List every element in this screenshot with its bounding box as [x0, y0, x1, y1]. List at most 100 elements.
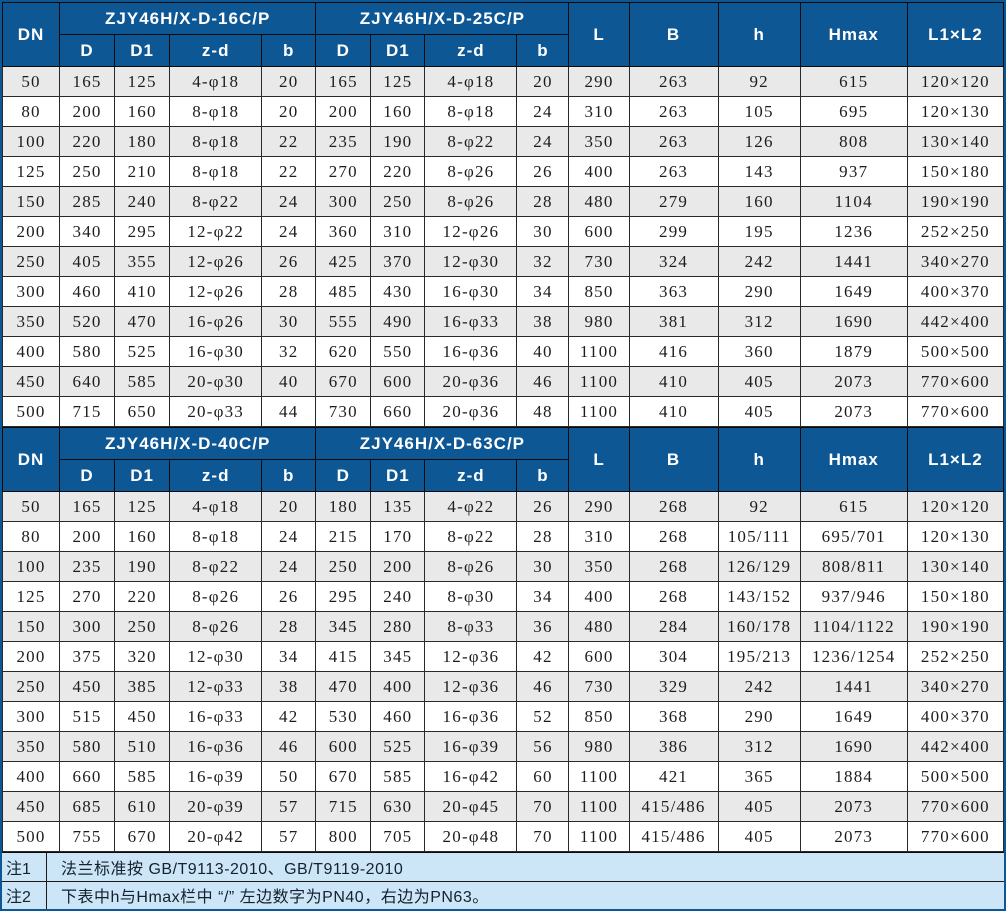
table-cell: 450 [1, 791, 61, 822]
table-cell: 980 [568, 731, 630, 762]
table-row: 500 755 670 20-φ42 57 800 705 20-φ48 70 1100 415/4… [1, 821, 1005, 852]
model-header: ZJY46H/X-D-25C/P [315, 2, 570, 35]
table-cell: 8-φ18 [169, 521, 263, 552]
table-cell: 585 [370, 761, 426, 792]
table-cell: 52 [516, 701, 570, 732]
table-cell: 42 [516, 641, 570, 672]
table-cell: 20-φ36 [424, 366, 518, 397]
table-cell: 770×600 [906, 791, 1005, 822]
table-cell: 240 [370, 581, 426, 612]
table-cell: 770×600 [906, 366, 1005, 397]
table-cell: 46 [261, 731, 317, 762]
note-label: 注2 [2, 881, 47, 909]
table-cell: 290 [568, 491, 630, 522]
table-cell: 299 [628, 216, 719, 247]
table-cell: 730 [315, 396, 372, 427]
table-cell: 190 [370, 126, 426, 157]
table-cell: 660 [370, 396, 426, 427]
table-cell: 520 [59, 306, 116, 337]
table-cell: 150 [1, 186, 61, 217]
table-cell: 2073 [799, 791, 908, 822]
column-header-l1l2: L1×L2 [906, 2, 1005, 67]
table-cell: 284 [628, 611, 719, 642]
table-cell: 800 [315, 821, 372, 852]
table-cell: 12-φ33 [169, 671, 263, 702]
table-cell: 200 [59, 96, 116, 127]
subcolumn-header-D1: D1 [114, 34, 171, 67]
table-cell: 480 [568, 611, 630, 642]
table-cell: 1104 [799, 186, 908, 217]
subcolumn-header-D: D [315, 34, 372, 67]
table-cell: 685 [59, 791, 116, 822]
table-cell: 80 [1, 521, 61, 552]
table-cell: 12-φ22 [169, 216, 263, 247]
note-row: 注2 下表中h与Hmax栏中 “/” 左边数字为PN40，右边为PN63。 [2, 881, 1004, 909]
subcolumn-header-b: b [516, 34, 570, 67]
table-cell: 363 [628, 276, 719, 307]
table-cell: 268 [628, 521, 719, 552]
table-cell: 160 [114, 96, 171, 127]
table-cell: 1441 [799, 246, 908, 277]
table-cell: 290 [717, 276, 801, 307]
table-cell: 130×140 [906, 126, 1005, 157]
table-cell: 500 [1, 396, 61, 427]
table-cell: 630 [370, 791, 426, 822]
table-cell: 1100 [568, 366, 630, 397]
table-cell: 16-φ30 [424, 276, 518, 307]
table-cell: 8-φ18 [169, 96, 263, 127]
table-cell: 120×120 [906, 491, 1005, 522]
table-row: 350 520 470 16-φ26 30 555 490 16-φ33 38 980 381 312… [1, 306, 1005, 337]
table-cell: 8-φ26 [424, 156, 518, 187]
table-cell: 20-φ36 [424, 396, 518, 427]
table-cell: 126 [717, 126, 801, 157]
table-cell: 16-φ39 [169, 761, 263, 792]
table-cell: 340 [59, 216, 116, 247]
table-cell: 16-φ33 [424, 306, 518, 337]
table-cell: 20-φ33 [169, 396, 263, 427]
table-cell: 57 [261, 791, 317, 822]
table-row: 100 235 190 8-φ22 24 250 200 8-φ26 30 350 268 126/1… [1, 551, 1005, 582]
table-cell: 38 [516, 306, 570, 337]
table-cell: 200 [370, 551, 426, 582]
table-cell: 250 [59, 156, 116, 187]
table-cell: 585 [114, 366, 171, 397]
table-cell: 937/946 [799, 581, 908, 612]
column-header-l: L [568, 2, 630, 67]
table-cell: 580 [59, 336, 116, 367]
table-cell: 730 [568, 246, 630, 277]
table-cell: 480 [568, 186, 630, 217]
table-cell: 405 [717, 366, 801, 397]
table-cell: 400 [370, 671, 426, 702]
table-cell: 610 [114, 791, 171, 822]
table-cell: 450 [59, 671, 116, 702]
table-cell: 2073 [799, 396, 908, 427]
table-cell: 850 [568, 701, 630, 732]
table-cell: 320 [114, 641, 171, 672]
table-cell: 170 [370, 521, 426, 552]
table-cell: 50 [1, 66, 61, 97]
table-row: 450 685 610 20-φ39 57 715 630 20-φ45 70 1100 415/4… [1, 791, 1005, 822]
table-cell: 242 [717, 671, 801, 702]
table-cell: 1100 [568, 761, 630, 792]
table-cell: 16-φ42 [424, 761, 518, 792]
table-cell: 143 [717, 156, 801, 187]
table-cell: 270 [315, 156, 372, 187]
table-cell: 280 [370, 611, 426, 642]
table-cell: 20-φ45 [424, 791, 518, 822]
table-cell: 937 [799, 156, 908, 187]
table-cell: 660 [59, 761, 116, 792]
table-cell: 80 [1, 96, 61, 127]
subcolumn-header-b: b [261, 459, 317, 492]
table-cell: 57 [261, 821, 317, 852]
table-row: 50 165 125 4-φ18 20 165 125 4-φ18 20 290 263 92 615 1… [1, 66, 1005, 97]
table-cell: 120×120 [906, 66, 1005, 97]
table-cell: 200 [59, 521, 116, 552]
table-cell: 1690 [799, 306, 908, 337]
table-cell: 143/152 [717, 581, 801, 612]
table-cell: 715 [59, 396, 116, 427]
table-cell: 100 [1, 126, 61, 157]
table-cell: 4-φ22 [424, 491, 518, 522]
table-row: 150 285 240 8-φ22 24 300 250 8-φ26 28 480 279 160 11… [1, 186, 1005, 217]
